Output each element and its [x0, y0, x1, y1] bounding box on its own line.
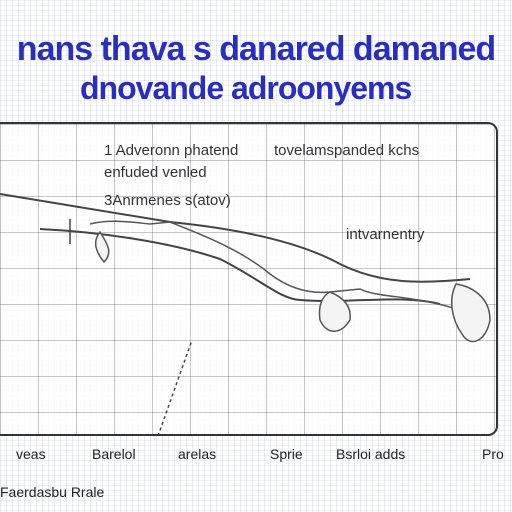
panel-label-third: 3Anrmenes s(atov)	[104, 192, 231, 209]
panel-label-second: enfuded venled	[104, 164, 207, 181]
hand-left	[94, 230, 110, 264]
axis-tick-2: Barelol	[92, 446, 136, 462]
panel-label-right: intvarnentry	[346, 226, 425, 243]
page-title-line-1: nans thava s danared damaned	[16, 30, 496, 68]
dashed-rise-line	[157, 339, 193, 434]
axis-tick-1: veas	[16, 446, 46, 462]
panel-label-top-right: tovelamspanded kchs	[274, 142, 420, 159]
axis-tick-4: Sprie	[270, 446, 303, 462]
footer-caption: Faerdasbu Rrale	[0, 484, 105, 500]
axis-tick-5: Bsrloi adds	[336, 446, 406, 462]
axis-tick-6: Pro	[482, 446, 504, 462]
lower-curve	[39, 228, 441, 305]
page-title-line-2: dnovande adroonyems	[80, 70, 412, 106]
hand-center	[318, 291, 351, 332]
panel-grid	[0, 124, 496, 434]
axis-tick-3: arelas	[178, 446, 217, 462]
panel-label-top-left: 1 Adveronn phatend	[104, 142, 239, 159]
upper-curve	[0, 193, 471, 283]
illustration-drawing	[0, 193, 491, 434]
axis-tick-row: veas Barelol arelas Sprie Bsrloi adds Pr…	[0, 442, 512, 468]
hand-right	[450, 283, 491, 343]
arm-shape	[89, 220, 471, 315]
illustration-panel: 1 Adveronn phatend tovelamspanded kchs e…	[0, 122, 498, 436]
